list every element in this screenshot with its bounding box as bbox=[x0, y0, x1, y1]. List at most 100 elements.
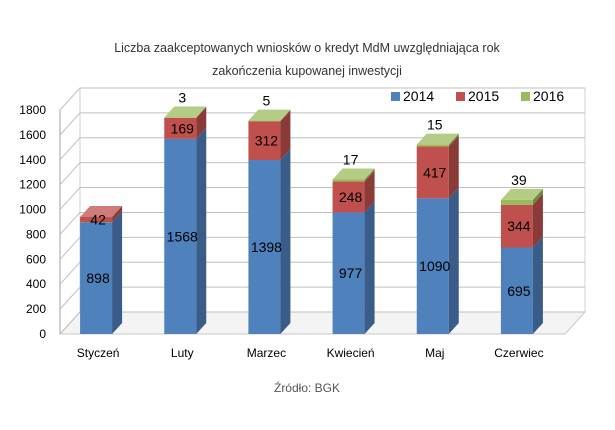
bar-top-5 bbox=[500, 188, 543, 200]
y-axis-ticks: 0 200 400 600 800 1000 1200 1400 1600 1800 bbox=[19, 103, 46, 341]
bar-5-series-1 bbox=[500, 204, 533, 248]
y-tick-label: 600 bbox=[26, 252, 46, 266]
bar-3-series-2 bbox=[332, 179, 365, 182]
data-label-0-series-0: 898 bbox=[86, 270, 110, 286]
bar-top-0 bbox=[80, 206, 123, 218]
bar-stack-4 bbox=[416, 133, 459, 334]
bar-2-series-2 bbox=[248, 120, 281, 122]
bar-3-series-0 bbox=[332, 212, 365, 334]
legend-swatch-1 bbox=[456, 92, 465, 101]
bar-1-series-0 bbox=[164, 138, 197, 334]
y-tick-label: 1800 bbox=[19, 103, 46, 117]
gridline-6 bbox=[59, 162, 585, 186]
bar-side-4-series-0 bbox=[448, 187, 459, 334]
bar-side-5-series-1 bbox=[532, 193, 543, 248]
x-tick-label-4: Maj bbox=[425, 346, 444, 360]
bar-top-4 bbox=[416, 133, 459, 145]
data-label-3-series-2: 17 bbox=[343, 151, 359, 167]
y-tick-label: 1400 bbox=[19, 153, 46, 167]
bar-stack-0 bbox=[80, 206, 123, 334]
y-tick-label: 400 bbox=[26, 277, 46, 291]
legend-label-0: 2014 bbox=[403, 88, 434, 104]
bar-5-series-0 bbox=[500, 247, 533, 334]
gridline-2 bbox=[59, 261, 585, 285]
data-label-5-series-0: 695 bbox=[507, 283, 531, 299]
data-label-4-series-0: 1090 bbox=[419, 258, 450, 274]
x-tick-label-0: Styczeń bbox=[77, 346, 120, 360]
gridline-0 bbox=[59, 311, 585, 335]
y-tick-label: 1600 bbox=[19, 128, 46, 142]
gridline-9 bbox=[59, 87, 585, 111]
bar-2-series-1 bbox=[248, 121, 281, 161]
bar-side-4-series-1 bbox=[448, 135, 459, 199]
bar-top-2 bbox=[248, 109, 291, 121]
bar-side-1-series-1 bbox=[196, 106, 207, 139]
bar-side-2-series-0 bbox=[280, 149, 291, 334]
legend-swatch-0 bbox=[391, 92, 400, 101]
bar-side-3-series-1 bbox=[364, 170, 375, 213]
bar-side-5-series-0 bbox=[532, 236, 543, 334]
bar-side-0-series-1 bbox=[112, 206, 123, 223]
bar-top-1 bbox=[164, 106, 207, 118]
bar-side-1-series-0 bbox=[196, 127, 207, 334]
chart-title-line-1: Liczba zaakceptowanych wniosków o kredyt… bbox=[114, 41, 500, 55]
bar-4-series-0 bbox=[416, 198, 449, 334]
gridline-1 bbox=[59, 286, 585, 310]
bar-stack-2 bbox=[248, 109, 291, 334]
data-label-2-series-2: 5 bbox=[263, 93, 271, 109]
gridline-3 bbox=[59, 236, 585, 260]
x-tick-label-2: Marzec bbox=[247, 346, 286, 360]
bar-stack-5 bbox=[500, 188, 543, 334]
bars: 898 42 1568 169 3 1398 312 5 977 248 17 1090 417 15 69… bbox=[80, 89, 543, 334]
legend: 2014 2015 2016 bbox=[391, 88, 564, 104]
bar-top-3 bbox=[332, 168, 375, 180]
y-tick-label: 800 bbox=[26, 227, 46, 241]
bar-4-series-1 bbox=[416, 146, 449, 199]
bar-2-series-0 bbox=[248, 160, 281, 334]
data-label-5-series-2: 39 bbox=[511, 172, 527, 188]
bar-side-2-series-2 bbox=[280, 109, 291, 122]
gridline-5 bbox=[59, 187, 585, 210]
bar-0-series-0 bbox=[80, 222, 113, 334]
bar-3-series-1 bbox=[332, 181, 365, 213]
data-label-1-series-0: 1568 bbox=[167, 228, 198, 244]
gridline-7 bbox=[59, 137, 585, 161]
legend-label-2: 2016 bbox=[533, 88, 564, 104]
bar-side-2-series-1 bbox=[280, 110, 291, 161]
y-tick-label: 1200 bbox=[19, 178, 46, 192]
data-label-0-series-1: 42 bbox=[90, 212, 106, 228]
bar-stack-3 bbox=[332, 168, 375, 334]
data-label-2-series-1: 312 bbox=[255, 133, 279, 149]
bar-0-series-1 bbox=[80, 217, 113, 223]
x-tick-label-1: Luty bbox=[171, 346, 194, 360]
bar-side-1-series-2 bbox=[196, 106, 207, 118]
gridline-4 bbox=[59, 211, 585, 235]
data-label-3-series-0: 977 bbox=[339, 265, 363, 281]
data-label-3-series-1: 248 bbox=[339, 189, 363, 205]
x-tick-label-5: Czerwiec bbox=[494, 346, 543, 360]
gridlines bbox=[59, 87, 585, 335]
legend-swatch-2 bbox=[521, 92, 530, 101]
data-label-1-series-2: 3 bbox=[178, 89, 186, 105]
y-tick-label: 1000 bbox=[19, 203, 46, 217]
bar-4-series-2 bbox=[416, 144, 449, 147]
bar-5-series-2 bbox=[500, 199, 533, 205]
x-tick-label-3: Kwiecień bbox=[327, 346, 375, 360]
y-tick-label: 0 bbox=[39, 327, 46, 341]
legend-label-1: 2015 bbox=[468, 88, 499, 104]
data-label-5-series-1: 344 bbox=[507, 218, 531, 234]
data-label-2-series-0: 1398 bbox=[251, 239, 282, 255]
bar-side-3-series-0 bbox=[364, 201, 375, 334]
bar-side-0-series-0 bbox=[112, 211, 123, 334]
bar-side-5-series-2 bbox=[532, 188, 543, 205]
data-label-1-series-1: 169 bbox=[171, 120, 195, 136]
bar-1-series-1 bbox=[164, 117, 197, 139]
x-axis-categories: Styczeń Luty Marzec Kwiecień Maj Czerwiec bbox=[77, 346, 544, 360]
bar-stack-1 bbox=[164, 106, 207, 334]
chart-title-line-2: zakończenia kupowanej inwestycji bbox=[212, 64, 402, 78]
bar-side-4-series-2 bbox=[448, 133, 459, 147]
gridline-8 bbox=[59, 112, 585, 136]
y-tick-label: 200 bbox=[26, 302, 46, 316]
data-label-4-series-2: 15 bbox=[427, 117, 443, 133]
